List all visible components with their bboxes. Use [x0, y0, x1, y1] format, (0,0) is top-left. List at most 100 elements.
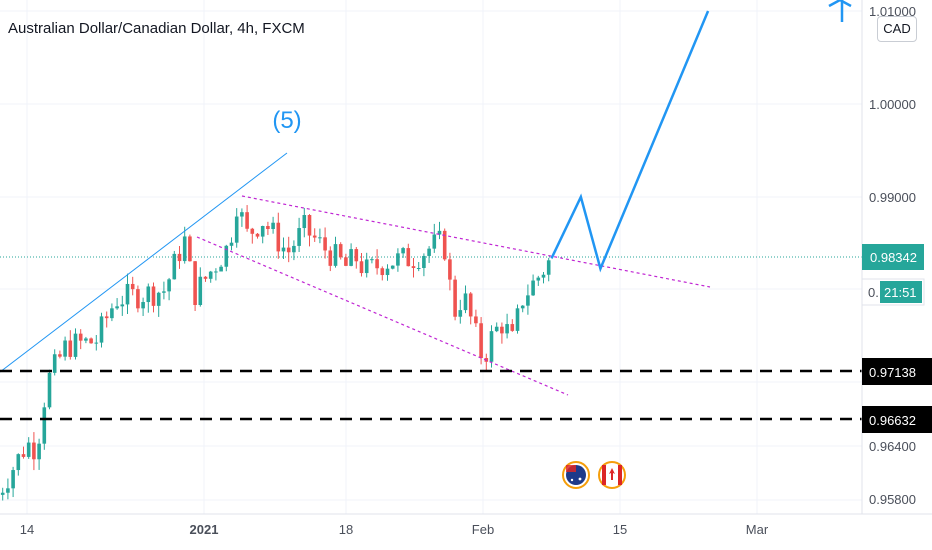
candle-body — [474, 316, 478, 324]
chart-title: Australian Dollar/Canadian Dollar, 4h, F… — [8, 20, 305, 37]
candle-body — [344, 257, 348, 266]
candle-body — [172, 253, 177, 280]
x-tick-2: 2021 — [190, 522, 219, 537]
candle-body — [229, 242, 234, 246]
svg-text:0.96632: 0.96632 — [869, 413, 916, 428]
current-price-badge: 0.98342 — [862, 244, 924, 270]
candle-body — [26, 442, 31, 457]
candle-body — [286, 247, 291, 253]
candle-body — [32, 442, 36, 460]
candle-body — [198, 276, 203, 305]
candle-body — [11, 470, 15, 489]
candle-body — [359, 261, 364, 274]
x-tick-5: 15 — [613, 522, 627, 537]
candle-body — [250, 228, 255, 234]
current-price-label: 0.98342 — [870, 250, 917, 265]
candle-body — [125, 283, 130, 305]
candle-body — [375, 259, 379, 269]
candle-body — [6, 488, 10, 493]
candle-body — [354, 249, 359, 262]
candle-body — [156, 292, 161, 306]
candle-body — [177, 253, 182, 262]
candle-body — [271, 222, 275, 229]
y-tick-3: 0.99000 — [869, 190, 916, 205]
time-axis[interactable]: 14 2021 18 Feb 15 Mar — [20, 522, 769, 537]
candle-body — [479, 323, 483, 359]
candle-body — [73, 333, 78, 357]
projection-path[interactable] — [550, 10, 710, 273]
price-axis[interactable]: 1.01000 1.00000 0.99000 0.96400 0.95800 — [869, 4, 916, 507]
candle-body — [266, 226, 270, 229]
candle-body — [52, 354, 57, 373]
candle-body — [47, 372, 52, 408]
candle-body — [505, 324, 509, 334]
candle-body — [182, 236, 187, 262]
candle-body — [162, 291, 166, 293]
candle-body — [328, 250, 333, 266]
wave-label: (5) — [272, 107, 301, 134]
candle-body — [515, 308, 520, 331]
candle-body — [141, 302, 145, 309]
candle-body — [453, 279, 457, 317]
candle-body — [396, 253, 400, 266]
candle-body — [458, 310, 463, 317]
channel-lower-line[interactable] — [196, 236, 569, 396]
y-tick-5: 0.95800 — [869, 492, 916, 507]
candle-body — [188, 236, 192, 262]
x-tick-1: 14 — [20, 522, 34, 537]
candle-body — [500, 326, 504, 334]
y-tick-2: 1.00000 — [869, 97, 916, 112]
candle-body — [0, 492, 5, 495]
x-tick-6: Mar — [746, 522, 769, 537]
candle-body — [68, 340, 73, 357]
candle-body — [16, 454, 21, 471]
candle-body — [94, 342, 99, 344]
candle-body — [224, 245, 229, 267]
candle-body — [146, 286, 151, 303]
candle-body — [442, 230, 447, 260]
candle-body — [318, 237, 322, 239]
candle-body — [468, 293, 473, 317]
level-badge-97138: 0.97138 — [862, 358, 932, 385]
candle-body — [349, 249, 353, 266]
candle-body — [364, 259, 369, 274]
candle-body — [219, 266, 223, 272]
candle-body — [531, 280, 535, 296]
candle-body — [541, 274, 546, 278]
candle-body — [422, 255, 426, 268]
candle-body — [437, 230, 442, 235]
channel-upper-line[interactable] — [241, 195, 711, 288]
candle-body — [526, 295, 530, 306]
candle-body — [130, 283, 135, 290]
candle-body — [240, 212, 244, 217]
y-tick-1: 1.01000 — [869, 4, 916, 19]
candle-body — [432, 234, 437, 249]
candle-body — [416, 267, 421, 269]
candle-body — [292, 245, 296, 253]
candle-body — [390, 265, 395, 269]
candle-body — [380, 268, 385, 276]
event-aud-icon[interactable] — [562, 461, 590, 489]
candle-body — [245, 212, 249, 229]
candle-body — [370, 259, 374, 261]
candle-body — [281, 247, 286, 252]
candle-body — [385, 268, 390, 276]
candle-body — [406, 248, 411, 267]
svg-text:0.97138: 0.97138 — [869, 365, 916, 380]
countdown-badge: 0. 21:51 — [861, 278, 925, 306]
x-tick-3: 18 — [339, 522, 353, 537]
event-cad-icon[interactable] — [598, 461, 626, 489]
currency-button[interactable]: CAD — [877, 16, 917, 42]
candle-body — [99, 316, 104, 343]
candle-body — [203, 276, 208, 279]
candle-body — [234, 216, 239, 243]
candle-body — [115, 306, 119, 309]
candle-body — [312, 235, 317, 238]
trendline[interactable] — [0, 152, 288, 373]
chart-grid — [0, 0, 862, 514]
candle-body — [307, 215, 312, 236]
candle-body — [448, 259, 452, 280]
candle-body — [193, 261, 197, 305]
candle-body — [401, 248, 405, 254]
